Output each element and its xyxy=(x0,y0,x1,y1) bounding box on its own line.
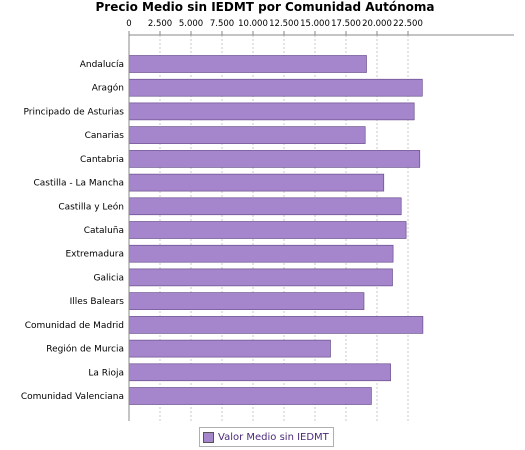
category-label: Andalucía xyxy=(80,60,124,70)
x-tick-label: 20.000 xyxy=(362,19,392,29)
category-label: Canarias xyxy=(85,131,125,141)
bar xyxy=(128,339,331,358)
category-label: Comunidad de Madrid xyxy=(25,321,124,331)
x-tick-label: 7.500 xyxy=(210,19,234,29)
bar xyxy=(128,55,367,73)
bar xyxy=(128,197,402,216)
category-label: Región de Murcia xyxy=(46,344,124,355)
bar xyxy=(128,387,372,405)
x-tick-label: 15.000 xyxy=(300,19,330,29)
x-tick-label: 5.000 xyxy=(179,19,203,29)
category-label: Castilla - La Mancha xyxy=(33,179,124,189)
category-label: Cataluña xyxy=(84,226,124,236)
x-tick-label: 2.500 xyxy=(148,19,172,29)
x-tick-labels: 0 2.500 5.000 7.500 10.000 12.500 15.000 17.500… xyxy=(126,19,423,29)
category-label: Comunidad Valenciana xyxy=(21,392,124,402)
bar xyxy=(128,363,391,382)
category-label: Cantabria xyxy=(80,155,124,165)
bar xyxy=(128,316,424,334)
x-tick-label: 10.000 xyxy=(238,19,268,29)
legend: Valor Medio sin IEDMT xyxy=(199,427,334,447)
category-labels: Andalucía Aragón Principado de Asturias Can… xyxy=(21,60,124,402)
bar xyxy=(128,78,423,97)
category-label: Principado de Asturias xyxy=(23,107,124,117)
axes xyxy=(128,31,514,421)
x-tick-label: 17.500 xyxy=(331,19,361,29)
category-label: Galicia xyxy=(94,273,124,283)
category-label: Castilla y León xyxy=(58,201,124,212)
category-label: La Rioja xyxy=(88,368,124,378)
bar xyxy=(128,292,365,310)
chart-title: Precio Medio sin IEDMT por Comunidad Aut… xyxy=(96,0,435,14)
bar xyxy=(128,221,407,239)
category-label: Aragón xyxy=(92,83,124,94)
legend-label: Valor Medio sin IEDMT xyxy=(218,431,329,443)
bar xyxy=(128,268,393,287)
bar xyxy=(128,150,421,168)
legend-swatch xyxy=(203,431,214,443)
bar xyxy=(128,244,394,263)
bar xyxy=(128,173,385,192)
x-tick-label: 12.500 xyxy=(269,19,299,29)
x-tick-label: 22.500 xyxy=(393,19,423,29)
category-label: Extremadura xyxy=(66,250,125,260)
bar xyxy=(128,126,366,144)
bars xyxy=(128,55,424,405)
category-label: Illes Balears xyxy=(70,297,125,307)
bar xyxy=(128,102,415,121)
x-tick-label: 0 xyxy=(126,19,131,29)
